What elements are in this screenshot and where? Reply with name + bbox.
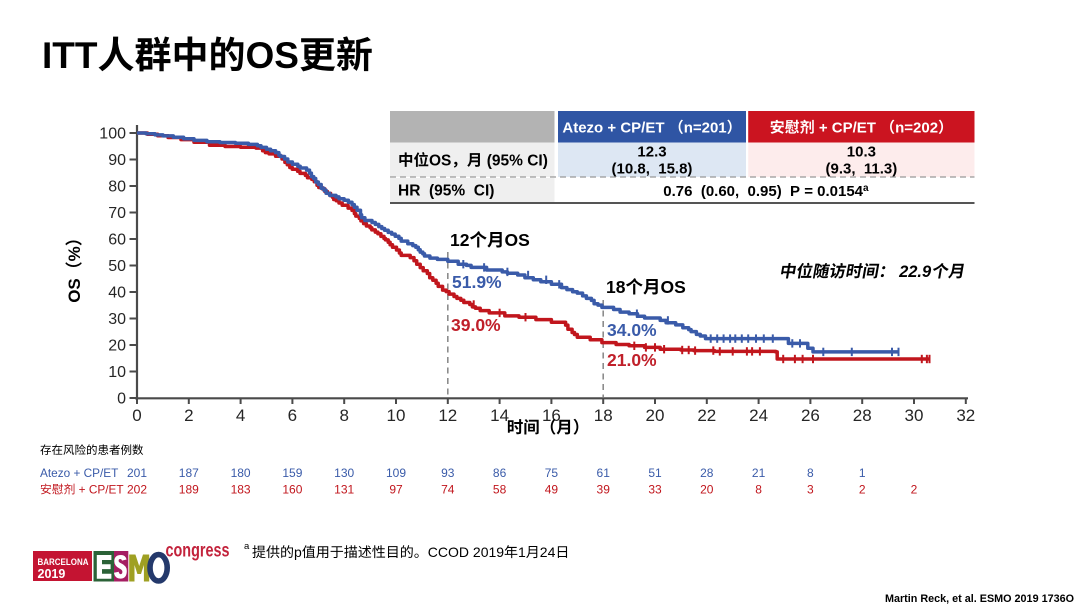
svg-text:0.76 (0.60, 0.95) P = 0.015: 0.76 (0.60, 0.95) P = 0.0154a (663, 183, 869, 200)
svg-text:189: 189 (179, 483, 199, 497)
svg-text:50: 50 (108, 258, 126, 275)
svg-text:22: 22 (697, 406, 716, 425)
svg-text:OS: OS (661, 277, 686, 297)
svg-text:congress: congress (166, 541, 230, 562)
svg-text:130: 130 (334, 466, 354, 480)
svg-text:97: 97 (389, 483, 403, 497)
svg-text:8: 8 (339, 406, 348, 425)
svg-text:61: 61 (597, 466, 611, 480)
svg-text:Atezo + CP/ET: Atezo + CP/ET (562, 120, 668, 137)
svg-text:51.9%: 51.9% (452, 272, 502, 292)
svg-text:2: 2 (859, 483, 866, 497)
svg-text:2: 2 (911, 483, 918, 497)
svg-text:183: 183 (231, 483, 251, 497)
svg-text:0: 0 (132, 406, 141, 425)
svg-text:28: 28 (700, 466, 714, 480)
svg-text:ITT: ITT (42, 35, 98, 76)
svg-text:Martin Reck, et al. ESMO 2019: Martin Reck, et al. ESMO 2019 1736O (885, 593, 1074, 605)
svg-text:(9.3, 11.3): (9.3, 11.3) (826, 161, 898, 178)
svg-text:202: 202 (127, 483, 147, 497)
svg-text:109: 109 (386, 466, 406, 480)
svg-text:49: 49 (545, 483, 559, 497)
svg-text:p: p (294, 544, 302, 560)
svg-text:21: 21 (752, 466, 766, 480)
svg-text:160: 160 (282, 483, 302, 497)
svg-text:18: 18 (594, 406, 613, 425)
svg-text:0: 0 (117, 391, 126, 408)
svg-text:21.0%: 21.0% (607, 350, 657, 370)
svg-text:HR (95% CI): HR (95% CI) (398, 183, 494, 200)
svg-text:n=202: n=202 (895, 120, 938, 137)
svg-text:40: 40 (108, 285, 126, 302)
svg-text:12: 12 (438, 406, 457, 425)
svg-text:90: 90 (108, 152, 126, 169)
svg-text:39: 39 (597, 483, 611, 497)
svg-text:187: 187 (179, 466, 199, 480)
svg-text:%: % (65, 246, 84, 261)
svg-text:30: 30 (108, 311, 126, 328)
svg-text:100: 100 (99, 126, 126, 143)
svg-text:1: 1 (518, 544, 526, 560)
svg-text:10: 10 (108, 364, 126, 381)
svg-text:131: 131 (334, 483, 354, 497)
svg-text:30: 30 (905, 406, 924, 425)
svg-text:OS: OS (246, 35, 299, 76)
svg-text:86: 86 (493, 466, 507, 480)
svg-text:+ CP/ET: + CP/ET (815, 120, 880, 137)
svg-text:33: 33 (648, 483, 662, 497)
svg-text:10.3: 10.3 (847, 144, 876, 161)
svg-text:20: 20 (108, 338, 126, 355)
svg-text:22.9: 22.9 (895, 263, 933, 281)
svg-text:75: 75 (545, 466, 559, 480)
svg-text:201: 201 (127, 466, 147, 480)
svg-text:2: 2 (184, 406, 193, 425)
svg-text:8: 8 (807, 466, 814, 480)
svg-text:70: 70 (108, 205, 126, 222)
svg-text:OS: OS (429, 153, 451, 170)
svg-text:34.0%: 34.0% (607, 320, 657, 340)
svg-text:20: 20 (646, 406, 665, 425)
svg-text:CCOD 2019: CCOD 2019 (428, 544, 504, 560)
svg-text:(95% CI): (95% CI) (482, 153, 547, 170)
svg-text:a: a (244, 541, 250, 552)
svg-text:6: 6 (288, 406, 297, 425)
svg-text:60: 60 (108, 232, 126, 249)
svg-text:(10.8, 15.8): (10.8, 15.8) (612, 161, 693, 178)
svg-text:Atezo + CP/ET: Atezo + CP/ET (40, 466, 118, 480)
svg-text:39.0%: 39.0% (451, 315, 501, 335)
svg-text:80: 80 (108, 179, 126, 196)
svg-text:28: 28 (853, 406, 872, 425)
svg-text:26: 26 (801, 406, 820, 425)
svg-text:24: 24 (540, 544, 556, 560)
svg-text:10: 10 (387, 406, 406, 425)
svg-text:93: 93 (441, 466, 455, 480)
svg-text:159: 159 (282, 466, 302, 480)
svg-text:12: 12 (450, 230, 470, 250)
svg-text:51: 51 (648, 466, 662, 480)
svg-text:1: 1 (859, 466, 866, 480)
svg-text:2019: 2019 (38, 567, 66, 581)
svg-text:58: 58 (493, 483, 507, 497)
svg-text:n=201: n=201 (684, 120, 727, 137)
svg-text:3: 3 (807, 483, 814, 497)
svg-text:+ CP/ET: + CP/ET (75, 483, 123, 497)
svg-text:OS: OS (65, 278, 84, 303)
svg-text:14: 14 (490, 406, 509, 425)
svg-text:BARCELONA: BARCELONA (38, 557, 89, 568)
svg-text:8: 8 (755, 483, 762, 497)
svg-text:4: 4 (236, 406, 245, 425)
svg-text:74: 74 (441, 483, 455, 497)
svg-text:18: 18 (606, 277, 626, 297)
svg-text:12.3: 12.3 (637, 144, 666, 161)
svg-text:16: 16 (542, 406, 561, 425)
svg-text:24: 24 (749, 406, 768, 425)
svg-text:180: 180 (231, 466, 251, 480)
svg-text:OS: OS (505, 230, 530, 250)
svg-text:20: 20 (700, 483, 714, 497)
svg-text:32: 32 (956, 406, 975, 425)
